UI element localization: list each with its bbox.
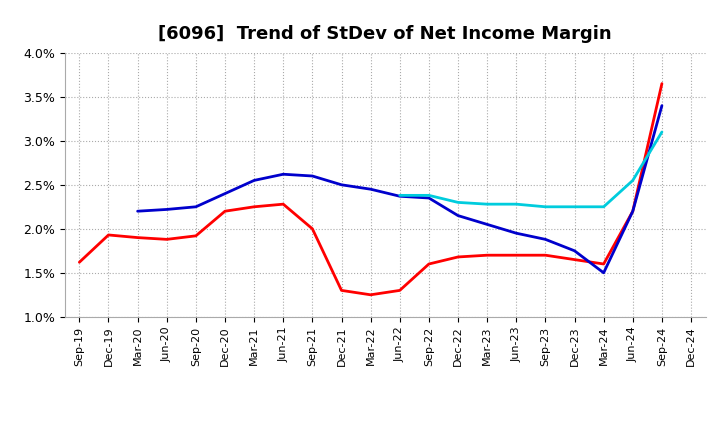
7 Years — [570, 204, 579, 209]
Line: 3 Years: 3 Years — [79, 84, 662, 295]
5 Years — [163, 207, 171, 212]
7 Years — [395, 193, 404, 198]
3 Years — [395, 288, 404, 293]
3 Years — [657, 81, 666, 86]
7 Years — [454, 200, 462, 205]
7 Years — [512, 202, 521, 207]
7 Years — [599, 204, 608, 209]
5 Years — [366, 187, 375, 192]
3 Years — [570, 257, 579, 262]
3 Years — [425, 261, 433, 267]
7 Years — [425, 193, 433, 198]
3 Years — [104, 232, 113, 238]
3 Years — [133, 235, 142, 240]
7 Years — [483, 202, 492, 207]
5 Years — [657, 103, 666, 108]
7 Years — [657, 129, 666, 135]
5 Years — [454, 213, 462, 218]
5 Years — [220, 191, 229, 196]
5 Years — [483, 222, 492, 227]
3 Years — [629, 209, 637, 214]
3 Years — [308, 226, 317, 231]
3 Years — [192, 233, 200, 238]
5 Years — [133, 209, 142, 214]
3 Years — [366, 292, 375, 297]
5 Years — [599, 270, 608, 275]
5 Years — [512, 231, 521, 236]
3 Years — [163, 237, 171, 242]
7 Years — [541, 204, 550, 209]
5 Years — [337, 182, 346, 187]
5 Years — [570, 248, 579, 253]
5 Years — [425, 195, 433, 201]
3 Years — [75, 260, 84, 265]
7 Years — [629, 178, 637, 183]
Line: 7 Years: 7 Years — [400, 132, 662, 207]
3 Years — [337, 288, 346, 293]
3 Years — [512, 253, 521, 258]
3 Years — [220, 209, 229, 214]
5 Years — [541, 237, 550, 242]
3 Years — [483, 253, 492, 258]
3 Years — [250, 204, 258, 209]
5 Years — [395, 194, 404, 199]
3 Years — [541, 253, 550, 258]
5 Years — [308, 173, 317, 179]
Title: [6096]  Trend of StDev of Net Income Margin: [6096] Trend of StDev of Net Income Marg… — [158, 25, 612, 43]
5 Years — [279, 172, 287, 177]
3 Years — [599, 261, 608, 267]
Line: 5 Years: 5 Years — [138, 106, 662, 273]
5 Years — [629, 209, 637, 214]
5 Years — [192, 204, 200, 209]
5 Years — [250, 178, 258, 183]
3 Years — [454, 254, 462, 260]
3 Years — [279, 202, 287, 207]
